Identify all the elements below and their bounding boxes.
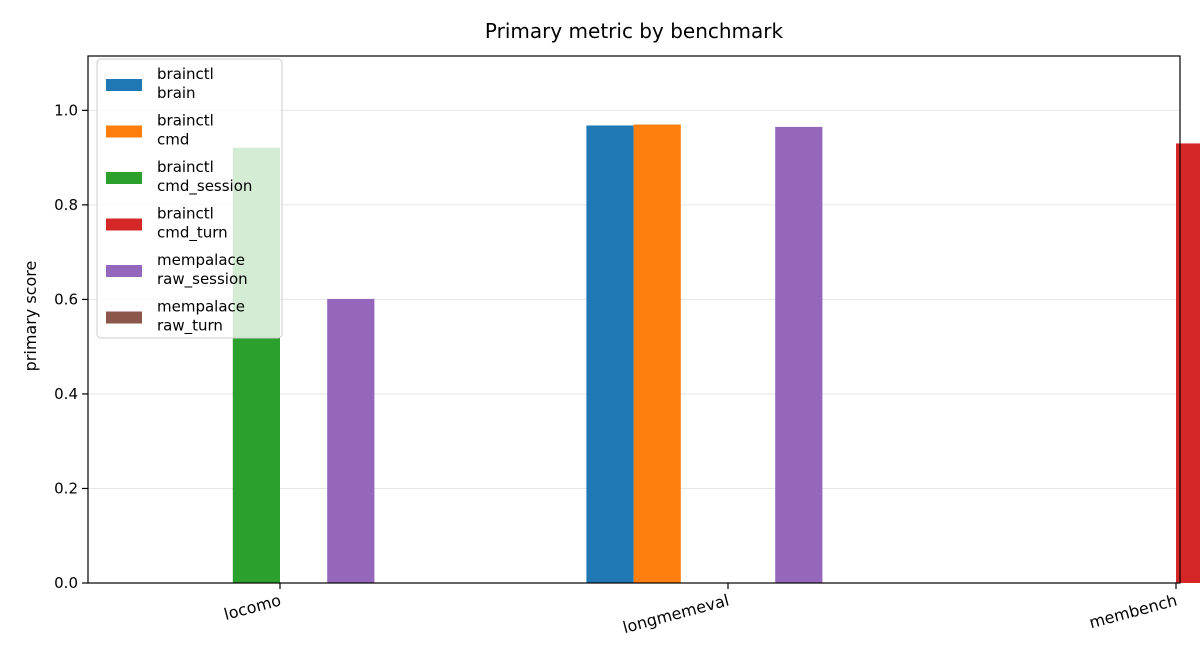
legend-label-0-0: brainctl xyxy=(157,65,214,83)
bar-longmemeval-0 xyxy=(586,125,634,584)
y-axis-label: primary score xyxy=(21,261,40,372)
y-tick-label-3: 0.6 xyxy=(54,290,78,308)
chart-title: Primary metric by benchmark xyxy=(485,19,784,43)
legend-swatch-0 xyxy=(106,79,142,91)
bar-locomo-4 xyxy=(327,298,375,583)
y-tick-label-0: 0.0 xyxy=(54,574,78,592)
legend-label-2-1: cmd_session xyxy=(157,177,252,196)
legend-label-1-1: cmd xyxy=(157,131,189,149)
x-tick-label-0: locomo xyxy=(222,591,283,624)
legend-swatch-1 xyxy=(106,125,142,138)
y-tick-label-4: 0.8 xyxy=(54,196,78,214)
y-tick-label-1: 0.2 xyxy=(54,479,78,497)
x-tick-label-1: longmemeval xyxy=(621,591,731,638)
bars xyxy=(232,124,1200,584)
legend-swatch-5 xyxy=(106,311,142,324)
legend-label-3-1: cmd_turn xyxy=(157,224,228,243)
legend-swatch-2 xyxy=(106,172,142,184)
legend-swatch-3 xyxy=(106,218,142,231)
legend-label-0-1: brain xyxy=(157,84,196,102)
bar-longmemeval-1 xyxy=(633,124,681,583)
legend: brainctlbrainbrainctlcmdbrainctlcmd_sess… xyxy=(96,58,283,339)
y-axis: 0.0 0.2 0.4 0.6 0.8 1.0 xyxy=(54,101,88,592)
legend-frame xyxy=(96,58,283,339)
y-tick-label-2: 0.4 xyxy=(54,385,78,403)
bar-longmemeval-4 xyxy=(775,126,823,584)
legend-swatch-4 xyxy=(106,265,142,277)
x-axis: locomo longmemeval membench xyxy=(222,583,1179,637)
legend-label-5-1: raw_turn xyxy=(157,317,223,336)
x-tick-label-2: membench xyxy=(1087,591,1179,633)
legend-label-2-0: brainctl xyxy=(157,158,214,176)
legend-label-5-0: mempalace xyxy=(157,298,245,316)
legend-label-3-0: brainctl xyxy=(157,205,214,223)
plot-frame xyxy=(87,55,1181,584)
legend-label-4-0: mempalace xyxy=(157,251,245,269)
y-tick-label-5: 1.0 xyxy=(54,101,78,119)
legend-label-1-0: brainctl xyxy=(157,112,214,130)
legend-label-4-1: raw_session xyxy=(157,270,248,289)
